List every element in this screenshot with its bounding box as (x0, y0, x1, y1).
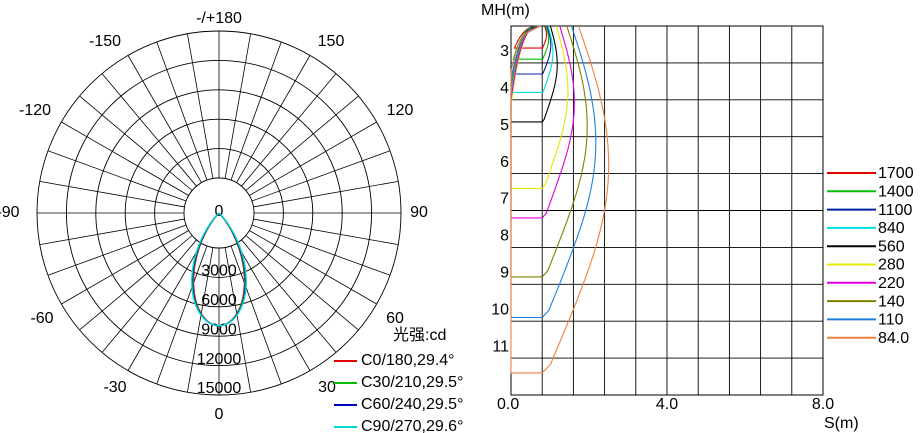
isolux-legend-label: 560 (878, 238, 905, 255)
polar-spoke (230, 245, 282, 385)
polar-spoke (249, 121, 377, 196)
polar-spoke (245, 95, 359, 191)
isolux-curve (512, 25, 550, 60)
isolux-legend-label: 220 (878, 275, 905, 292)
polar-spoke (39, 218, 185, 245)
intensity-unit-label: 光强:cd (393, 326, 446, 344)
polar-spoke (224, 33, 251, 179)
polar-radial-label: 3000 (201, 263, 237, 280)
polar-angle-label: 90 (410, 204, 428, 221)
polar-radial-label: 12000 (197, 351, 242, 368)
polar-spoke (224, 247, 251, 393)
polar-angle-label: -150 (89, 33, 121, 50)
polar-legend-label: C30/210,29.5° (361, 374, 463, 391)
polar-angle-label: -120 (19, 102, 51, 119)
isolux-curve (510, 25, 588, 278)
isolux-y-tick-label: 7 (500, 191, 509, 208)
isolux-y-tick-label: 4 (500, 80, 509, 97)
polar-radial-label: 9000 (201, 321, 237, 338)
isolux-legend-label: 1400 (878, 184, 914, 201)
polar-angle-label: 30 (318, 379, 336, 396)
isolux-legend-label: 140 (878, 293, 905, 310)
isolux-curve (510, 25, 597, 319)
polar-spoke (236, 243, 311, 371)
polar-spoke (127, 55, 202, 183)
polar-spoke (241, 239, 337, 353)
isolux-legend-label: 840 (878, 220, 905, 237)
isolux-curve (513, 25, 548, 49)
isolux-curve (510, 25, 610, 374)
polar-legend-label: C0/180,29.4° (361, 352, 455, 369)
polar-spoke (253, 218, 399, 245)
polar-spoke (230, 41, 282, 181)
isolux-legend-label: 1700 (878, 165, 914, 182)
polar-legend-label: C90/270,29.6° (361, 418, 463, 433)
polar-spoke (241, 73, 337, 187)
polar-angle-label: 60 (386, 310, 404, 327)
polar-spoke (47, 150, 187, 202)
polar-spoke (236, 55, 311, 183)
polar-radial-label: 6000 (201, 292, 237, 309)
polar-radial-label: 15000 (197, 380, 242, 397)
isolux-legend-label: 110 (878, 312, 904, 329)
polar-angle-label: -60 (30, 310, 53, 327)
polar-spoke (187, 33, 214, 179)
polar-angle-label: -/+180 (196, 10, 242, 27)
polar-intensity-chart: -/+180-150150-120120-9090-6060-303000300… (0, 10, 463, 433)
isolux-y-tick-label: 5 (500, 117, 509, 134)
isolux-y-tick-label: 6 (500, 154, 509, 171)
polar-angle-label: 0 (215, 203, 224, 220)
polar-spoke (187, 247, 214, 393)
isolux-legend-label: 280 (878, 257, 905, 274)
isolux-curve (510, 25, 575, 219)
polar-spoke (79, 95, 193, 191)
isolux-y-tick-label: 8 (500, 228, 509, 245)
polar-spoke (251, 150, 391, 202)
isolux-x-axis-label: S(m) (824, 415, 859, 432)
polar-spoke (101, 239, 197, 353)
isolux-y-tick-label: 11 (492, 338, 509, 355)
polar-spoke (245, 235, 359, 331)
polar-series-curve (191, 212, 247, 327)
isolux-y-axis-label: MH(m) (481, 2, 530, 19)
polar-spoke (253, 181, 399, 208)
polar-spoke (61, 121, 189, 196)
isolux-y-tick-label: 3 (500, 43, 509, 60)
isolux-y-tick-label: 9 (500, 265, 509, 282)
polar-spoke (101, 73, 197, 187)
polar-spoke (61, 230, 189, 305)
isolux-y-tick-label: 10 (491, 301, 509, 318)
polar-spoke (156, 245, 208, 385)
polar-angle-label: -90 (0, 204, 20, 221)
polar-legend-label: C60/240,29.5° (361, 396, 463, 413)
isolux-legend-label: 1100 (878, 202, 913, 219)
polar-angle-label: 0 (215, 406, 224, 423)
isolux-x-tick-label: 8.0 (812, 396, 834, 413)
isolux-x-tick-label: 0.0 (497, 396, 519, 413)
polar-angle-label: 120 (387, 102, 414, 119)
polar-angle-label: 150 (318, 33, 345, 50)
polar-spoke (251, 224, 391, 276)
polar-spoke (156, 41, 208, 181)
polar-spoke (47, 224, 187, 276)
polar-spoke (79, 235, 193, 331)
polar-angle-label: -30 (103, 379, 126, 396)
isolux-curve (510, 25, 569, 189)
isolux-legend-label: 84.0 (878, 330, 909, 347)
isolux-x-tick-label: 4.0 (656, 396, 678, 413)
polar-spoke (249, 230, 377, 305)
polar-spoke (39, 181, 185, 208)
polar-spoke (127, 243, 202, 371)
